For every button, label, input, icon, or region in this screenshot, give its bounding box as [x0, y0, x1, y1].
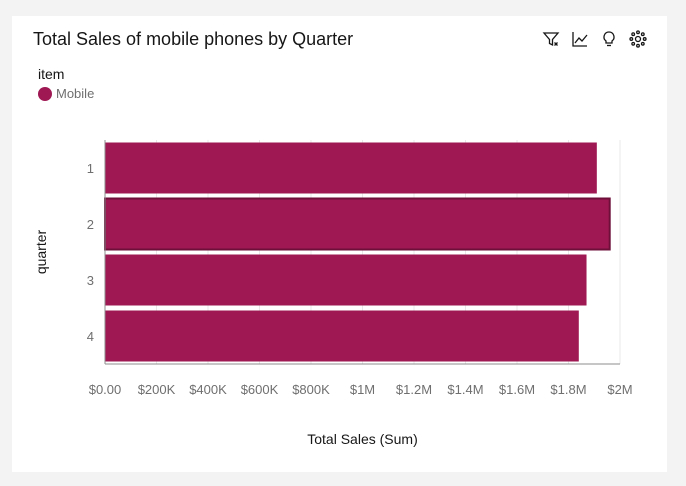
filter-icon[interactable]	[541, 29, 560, 48]
bar-quarter-4[interactable]	[105, 310, 579, 362]
x-tick-label: $0.00	[89, 382, 122, 397]
y-tick-label: 1	[87, 161, 94, 176]
chart-toolbar	[541, 29, 647, 48]
settings-icon[interactable]	[628, 29, 647, 48]
bar-quarter-3[interactable]	[105, 254, 587, 306]
legend-item-mobile[interactable]: Mobile	[38, 86, 94, 101]
x-tick-label: $1M	[350, 382, 375, 397]
chart-card: Total Sales of mobile phones by Quarter	[12, 16, 667, 472]
x-tick-label: $600K	[241, 382, 279, 397]
bar-quarter-2[interactable]	[104, 197, 611, 251]
x-tick-label: $200K	[138, 382, 176, 397]
line-chart-icon[interactable]	[570, 29, 589, 48]
y-tick-label: 4	[87, 329, 94, 344]
chart-title: Total Sales of mobile phones by Quarter	[33, 29, 354, 49]
x-tick-label: $1.8M	[550, 382, 586, 397]
y-axis-title: quarter	[33, 229, 49, 274]
x-tick-label: $2M	[607, 382, 632, 397]
chart-axes: $0.00 $200K $400K $600K $800K $1M $1.2M $1.4M $1…	[87, 140, 633, 397]
y-tick-label: 2	[87, 217, 94, 232]
x-axis-title: Total Sales (Sum)	[307, 431, 417, 447]
legend-item-label: Mobile	[56, 86, 95, 101]
x-tick-label: $800K	[292, 382, 330, 397]
legend-title: item	[38, 66, 65, 82]
bar-chart: $0.00 $200K $400K $600K $800K $1M $1.2M $1.4M $1…	[33, 140, 633, 447]
x-tick-label: $400K	[189, 382, 227, 397]
x-tick-label: $1.6M	[499, 382, 535, 397]
bar-quarter-1[interactable]	[105, 142, 597, 194]
x-tick-label: $1.2M	[396, 382, 432, 397]
x-tick-label: $1.4M	[447, 382, 483, 397]
y-tick-label: 3	[87, 273, 94, 288]
lightbulb-icon[interactable]	[599, 29, 618, 48]
legend-swatch	[38, 86, 52, 101]
chart-bars	[104, 142, 611, 362]
